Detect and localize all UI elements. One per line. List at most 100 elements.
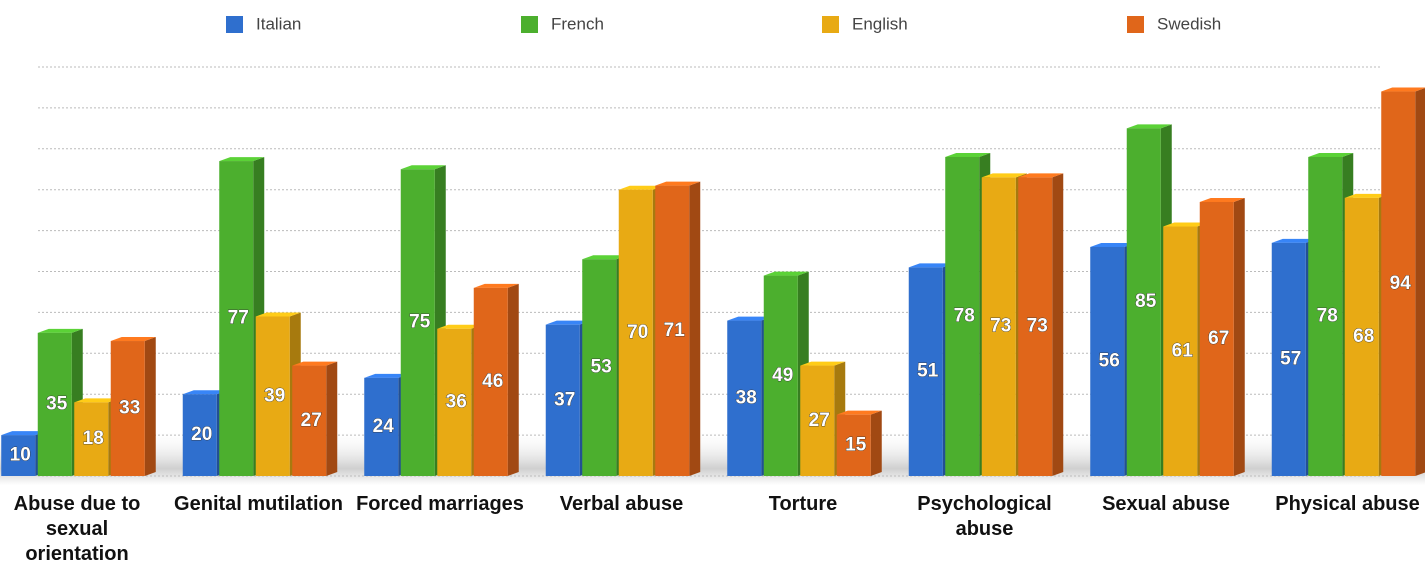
bar-top: [255, 312, 301, 317]
bar-front: [437, 328, 472, 476]
bar-front: [1090, 246, 1125, 476]
value-label: 67: [1208, 328, 1229, 349]
bar-front: [582, 259, 617, 476]
bar: [836, 410, 882, 476]
bar-side: [689, 181, 701, 477]
bar-top: [1308, 152, 1354, 157]
value-label: 49: [772, 365, 793, 386]
bar-side: [144, 337, 156, 476]
bar-side: [1233, 197, 1245, 476]
value-label: 27: [301, 410, 322, 431]
value-label: 46: [482, 371, 503, 392]
bar-front: [473, 287, 508, 476]
value-label: 68: [1353, 326, 1374, 347]
bar-top: [182, 390, 228, 395]
bar-top: [1126, 124, 1172, 129]
x-tick-label: Psychological abuse: [917, 493, 1052, 540]
legend-label: French: [551, 14, 604, 33]
bar-front: [1344, 197, 1379, 476]
value-label: 56: [1099, 350, 1120, 371]
value-label: 18: [83, 428, 104, 449]
bar-side: [507, 283, 519, 476]
bar-top: [655, 181, 701, 186]
bar-top: [1344, 193, 1390, 198]
bar-front: [1308, 156, 1343, 477]
bar-front: [1199, 201, 1234, 476]
legend-swatch: [1127, 16, 1144, 33]
x-tick-label: Physical abuse: [1275, 493, 1420, 515]
bar: [473, 283, 519, 476]
bar-top: [618, 185, 664, 190]
bar-front: [655, 185, 690, 477]
value-label: 53: [591, 357, 612, 378]
value-label: 70: [627, 322, 648, 343]
value-label: 77: [228, 308, 249, 329]
value-label: 35: [46, 393, 68, 414]
bar-top: [437, 324, 483, 329]
legend-label: Swedish: [1157, 14, 1221, 33]
bar-front: [727, 320, 762, 476]
bar: [110, 337, 156, 476]
value-label: 78: [1317, 306, 1338, 327]
bar-front: [255, 316, 290, 476]
value-label: 71: [664, 320, 686, 341]
value-label: 73: [990, 316, 1011, 337]
x-tick-label: Forced marriages: [356, 493, 524, 515]
bar-top: [1199, 197, 1245, 202]
bar-top: [37, 328, 83, 333]
value-label: 36: [446, 391, 467, 412]
bar-front: [74, 402, 109, 476]
value-label: 73: [1027, 316, 1048, 337]
bar: [37, 328, 83, 476]
value-label: 38: [736, 387, 757, 408]
bar-top: [800, 361, 846, 366]
value-label: 27: [809, 410, 830, 431]
bar-front: [1381, 91, 1416, 476]
bar-front: [1163, 226, 1198, 476]
bar-top: [727, 316, 773, 321]
bar: [292, 361, 338, 476]
legend-label: Italian: [256, 14, 301, 33]
value-label: 24: [373, 416, 395, 437]
bar-front: [400, 169, 435, 476]
bar-top: [1, 431, 47, 436]
value-label: 78: [954, 306, 975, 327]
bar-front: [908, 267, 943, 476]
bar-top: [1381, 87, 1425, 92]
bar-side: [1415, 87, 1425, 476]
bar-front: [1126, 128, 1161, 476]
value-label: 61: [1172, 340, 1194, 361]
value-label: 33: [119, 398, 140, 419]
bar-front: [37, 332, 72, 476]
value-label: 39: [264, 385, 285, 406]
value-label: 85: [1135, 291, 1157, 312]
legend-label: English: [852, 14, 908, 33]
bar: [1199, 197, 1245, 476]
bar-side: [870, 410, 882, 476]
value-label: 51: [917, 361, 939, 382]
bar-front: [219, 161, 254, 476]
bar-front: [836, 414, 871, 476]
bar-front: [364, 377, 399, 476]
bar-side: [326, 361, 338, 476]
value-label: 57: [1280, 348, 1301, 369]
bar-front: [182, 394, 217, 476]
value-label: 20: [191, 424, 212, 445]
legend-swatch: [521, 16, 538, 33]
bar-side: [1052, 173, 1064, 476]
legend-swatch: [226, 16, 243, 33]
bar-top: [908, 263, 954, 268]
bar-top: [1163, 222, 1209, 227]
bar-front: [981, 177, 1016, 476]
bar-top: [545, 320, 591, 325]
x-tick-label: Verbal abuse: [559, 493, 684, 515]
x-tick-label: Torture: [768, 493, 838, 515]
bar-top: [364, 373, 410, 378]
bar-top: [1090, 242, 1136, 247]
bar-top: [219, 157, 265, 162]
value-label: 15: [845, 434, 867, 455]
value-label: 94: [1390, 273, 1412, 294]
bar-front: [618, 189, 653, 476]
bar-top: [1018, 173, 1064, 178]
bar-front: [545, 324, 580, 476]
